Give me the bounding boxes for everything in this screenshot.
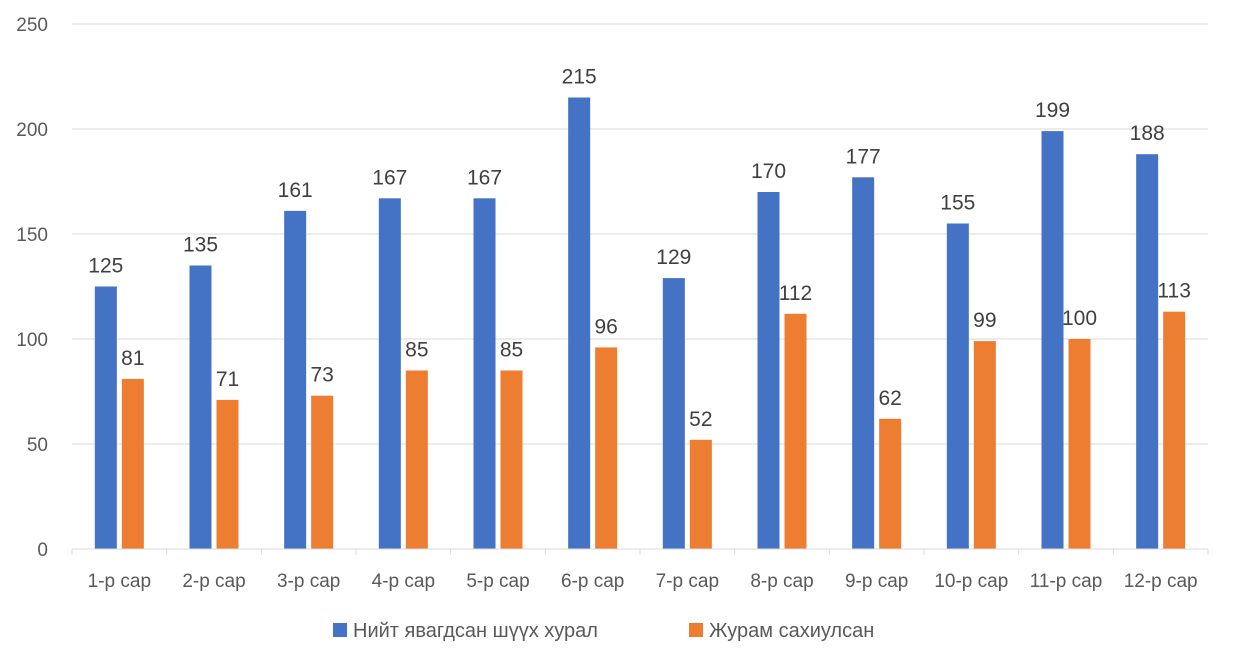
bar-series-1[interactable] — [852, 177, 875, 550]
bar-series-2[interactable] — [973, 341, 996, 549]
bar-series-1[interactable] — [662, 278, 685, 549]
data-label: 85 — [500, 339, 523, 362]
bar-series-1[interactable] — [94, 286, 117, 550]
x-tick-label: 8-р сар — [750, 571, 813, 592]
y-tick-label: 150 — [16, 225, 48, 246]
data-label: 135 — [183, 234, 218, 257]
data-label: 100 — [1062, 307, 1097, 330]
legend-swatch-series-2 — [689, 623, 703, 637]
legend-item-series-2[interactable]: Журам сахиулсан — [689, 620, 874, 642]
bar-series-1[interactable] — [1041, 131, 1064, 549]
data-label: 167 — [467, 166, 502, 189]
data-label: 125 — [88, 255, 123, 278]
y-tick-label: 100 — [16, 330, 48, 351]
x-axis: 1-р сар 2-р сар 3-р сар 4-р сар 5-р сар 6-р с… — [71, 548, 1209, 592]
bar-series-2[interactable] — [216, 399, 239, 549]
data-label: 113 — [1157, 280, 1190, 303]
data-label: 167 — [372, 166, 407, 189]
data-label: 199 — [1035, 99, 1070, 122]
data-label: 62 — [878, 387, 901, 410]
bar-series-2[interactable] — [879, 418, 902, 549]
bar-series-2[interactable] — [784, 313, 807, 549]
bar-series-1[interactable] — [189, 265, 212, 550]
data-label: 188 — [1130, 122, 1165, 145]
data-label: 177 — [846, 145, 881, 168]
bar-series-2[interactable] — [689, 439, 712, 549]
data-labels: 125 135 161 167 167 215 129 170 177 155 199 188 81 71… — [88, 66, 1191, 431]
bars — [94, 97, 1186, 550]
y-tick-label: 50 — [27, 435, 48, 456]
legend-swatch-series-1 — [333, 623, 347, 637]
bar-series-1[interactable] — [946, 223, 969, 550]
bar-series-2[interactable] — [405, 370, 428, 550]
legend: Нийт явагдсан шүүх хурал Журам сахиулсан — [333, 620, 874, 642]
x-tick-label: 11-р сар — [1030, 571, 1103, 592]
x-tick-label: 9-р сар — [845, 571, 908, 592]
data-label: 52 — [689, 408, 712, 431]
bar-series-1[interactable] — [378, 198, 401, 550]
y-tick-label: 200 — [16, 120, 48, 141]
bar-series-2[interactable] — [595, 347, 618, 549]
data-label: 129 — [656, 246, 691, 269]
bar-series-2[interactable] — [500, 370, 523, 550]
data-label: 96 — [594, 315, 617, 338]
legend-label-series-1: Нийт явагдсан шүүх хурал — [353, 620, 598, 642]
data-label: 71 — [216, 368, 239, 391]
bar-series-1[interactable] — [1136, 154, 1159, 549]
x-tick-label: 4-р сар — [372, 571, 435, 592]
legend-item-series-1[interactable]: Нийт явагдсан шүүх хурал — [333, 620, 598, 642]
x-tick-label: 5-р сар — [466, 571, 529, 592]
legend-label-series-2: Журам сахиулсан — [709, 620, 874, 642]
y-axis: 0 50 100 150 200 250 — [16, 15, 48, 561]
data-label: 73 — [310, 364, 333, 387]
x-tick-label: 3-р сар — [277, 571, 340, 592]
x-tick-label: 12-р сар — [1124, 571, 1198, 592]
bar-series-2[interactable] — [121, 378, 144, 549]
bar-series-1[interactable] — [568, 97, 591, 550]
x-tick-label: 7-р сар — [656, 571, 719, 592]
data-label: 170 — [751, 160, 786, 183]
data-label: 155 — [940, 192, 975, 215]
data-label: 99 — [973, 309, 996, 332]
bar-series-1[interactable] — [284, 210, 307, 549]
y-tick-label: 0 — [37, 540, 48, 561]
data-label: 112 — [779, 282, 812, 305]
x-tick-label: 2-р сар — [182, 571, 245, 592]
x-tick-label: 10-р сар — [934, 571, 1008, 592]
x-tick-label: 1-р сар — [88, 571, 151, 592]
bar-series-1[interactable] — [473, 198, 496, 550]
data-label: 215 — [562, 66, 597, 89]
gridlines — [72, 23, 1208, 445]
data-label: 81 — [121, 347, 144, 370]
y-tick-label: 250 — [16, 15, 48, 36]
data-label: 161 — [278, 179, 313, 202]
x-tick-label: 6-р сар — [561, 571, 624, 592]
bar-series-1[interactable] — [757, 192, 780, 549]
bar-series-2[interactable] — [311, 395, 334, 549]
bar-series-2[interactable] — [1068, 339, 1091, 549]
bar-series-2[interactable] — [1163, 311, 1186, 549]
data-label: 85 — [405, 339, 428, 362]
